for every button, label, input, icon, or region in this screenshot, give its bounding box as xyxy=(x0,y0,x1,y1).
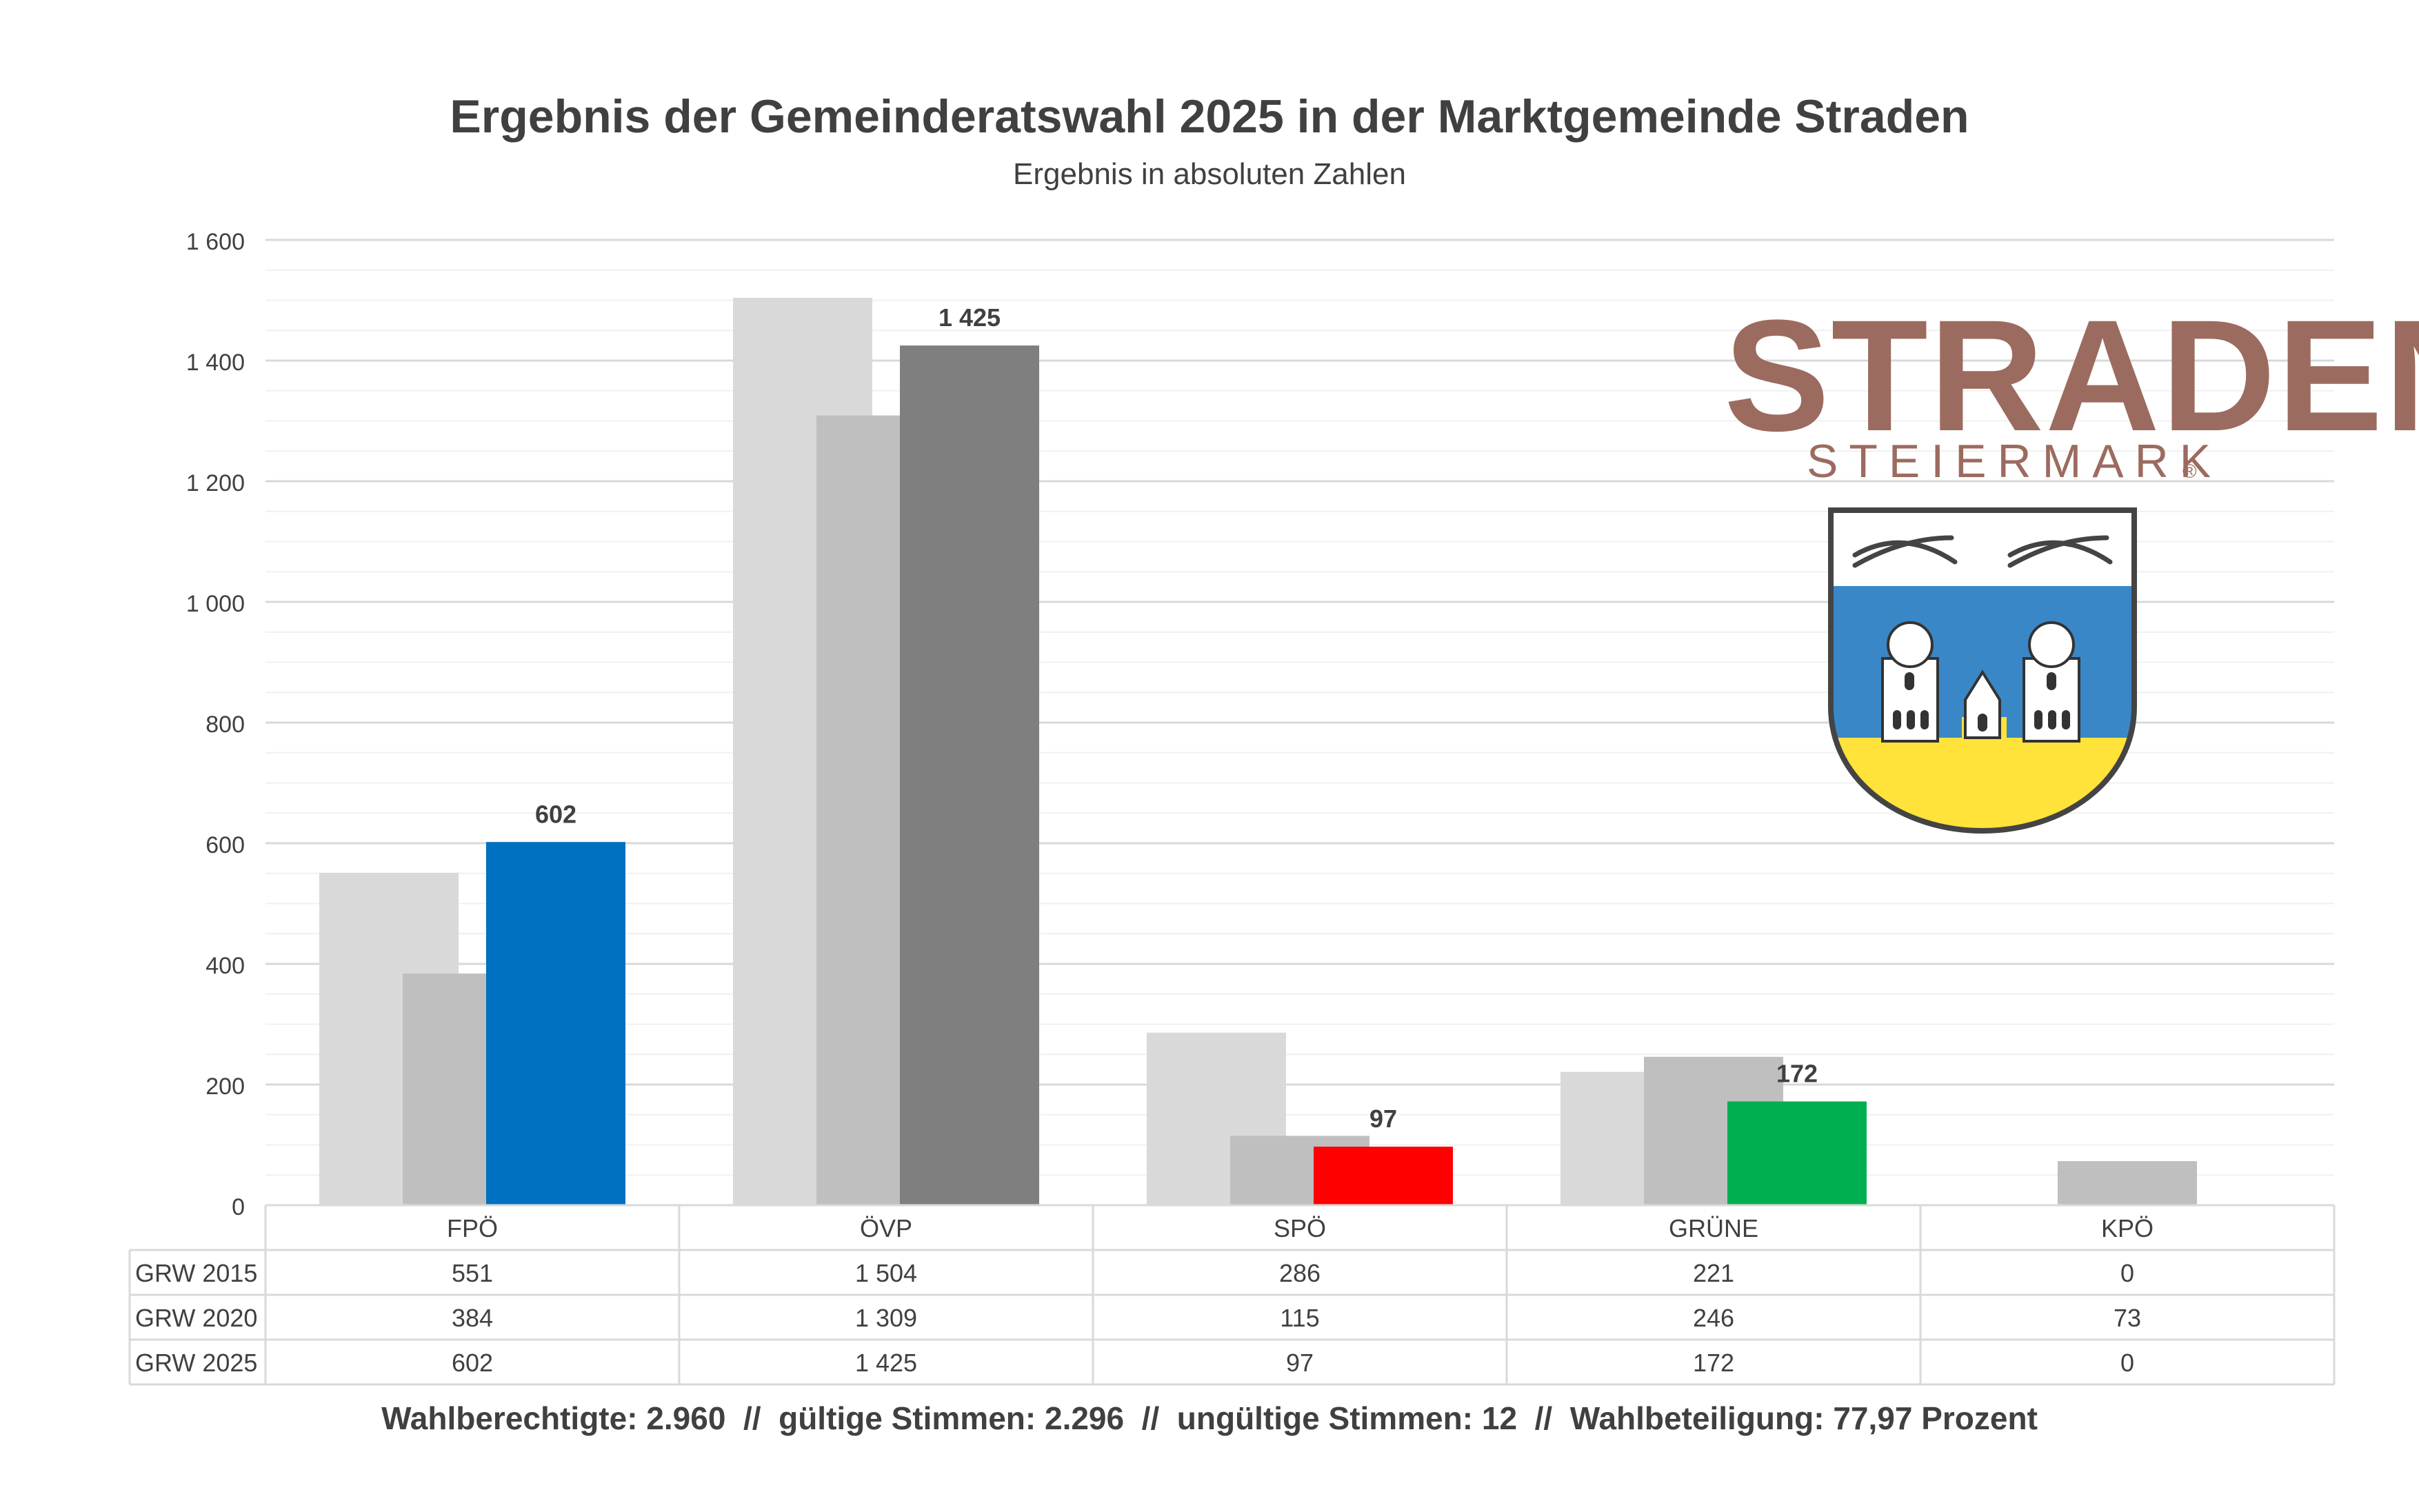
table-row-label: GRW 2025 xyxy=(135,1349,257,1377)
data-label: 602 xyxy=(535,800,576,828)
logo-subtitle: STEIERMARK xyxy=(1807,435,2222,487)
y-tick-label: 200 xyxy=(205,1073,245,1100)
logo-wordmark: STRADEN xyxy=(1724,287,2419,464)
y-tick-label: 1 600 xyxy=(186,229,245,255)
coat-of-arms-icon xyxy=(1828,507,2137,834)
chart-title: Ergebnis der Gemeinderatswahl 2025 in de… xyxy=(450,90,1969,143)
table-row-label: GRW 2015 xyxy=(135,1259,257,1287)
table-cell: 551 xyxy=(452,1259,493,1287)
y-tick-label: 1 400 xyxy=(186,350,245,376)
summary-footer: Wahlberechtigte: 2.960 // gültige Stimme… xyxy=(381,1400,2038,1436)
logo-registered-mark: ® xyxy=(2182,461,2197,482)
bar-grw-2025 xyxy=(1314,1147,1453,1205)
table-cell: 0 xyxy=(2120,1349,2134,1377)
data-label: 1 425 xyxy=(939,303,1001,332)
bar-grw-2025 xyxy=(1727,1101,1867,1205)
table-cell: 246 xyxy=(1693,1304,1734,1332)
x-category-label: KPÖ xyxy=(2101,1214,2154,1242)
y-tick-label: 400 xyxy=(205,953,245,979)
table-cell: 97 xyxy=(1286,1349,1314,1377)
y-tick-label: 1 000 xyxy=(186,591,245,617)
table-cell: 0 xyxy=(2120,1259,2134,1287)
table-cell: 384 xyxy=(452,1304,493,1332)
y-tick-label: 1 200 xyxy=(186,470,245,496)
data-label: 172 xyxy=(1776,1060,1818,1088)
table-cell: 286 xyxy=(1279,1259,1321,1287)
bar-grw-2020 xyxy=(2058,1161,2197,1205)
table-cell: 73 xyxy=(2114,1304,2141,1332)
bar-grw-2025 xyxy=(486,842,625,1205)
table-cell: 221 xyxy=(1693,1259,1734,1287)
bar-grw-2025 xyxy=(900,345,1039,1205)
table-cell: 1 504 xyxy=(855,1259,917,1287)
table-cell: 1 309 xyxy=(855,1304,917,1332)
table-cell: 1 425 xyxy=(855,1349,917,1377)
y-tick-label: 600 xyxy=(205,832,245,858)
chart-subtitle: Ergebnis in absoluten Zahlen xyxy=(1013,157,1406,191)
table-cell: 602 xyxy=(452,1349,493,1377)
x-category-label: SPÖ xyxy=(1274,1214,1326,1242)
y-tick-label: 800 xyxy=(205,712,245,738)
x-category-label: ÖVP xyxy=(860,1214,912,1242)
y-tick-label: 0 xyxy=(232,1194,245,1220)
table-row-label: GRW 2020 xyxy=(135,1304,257,1332)
table-cell: 115 xyxy=(1280,1304,1319,1332)
x-category-label: FPÖ xyxy=(447,1214,498,1242)
table-cell: 172 xyxy=(1693,1349,1734,1377)
x-category-label: GRÜNE xyxy=(1669,1214,1758,1242)
data-label: 97 xyxy=(1369,1105,1397,1133)
